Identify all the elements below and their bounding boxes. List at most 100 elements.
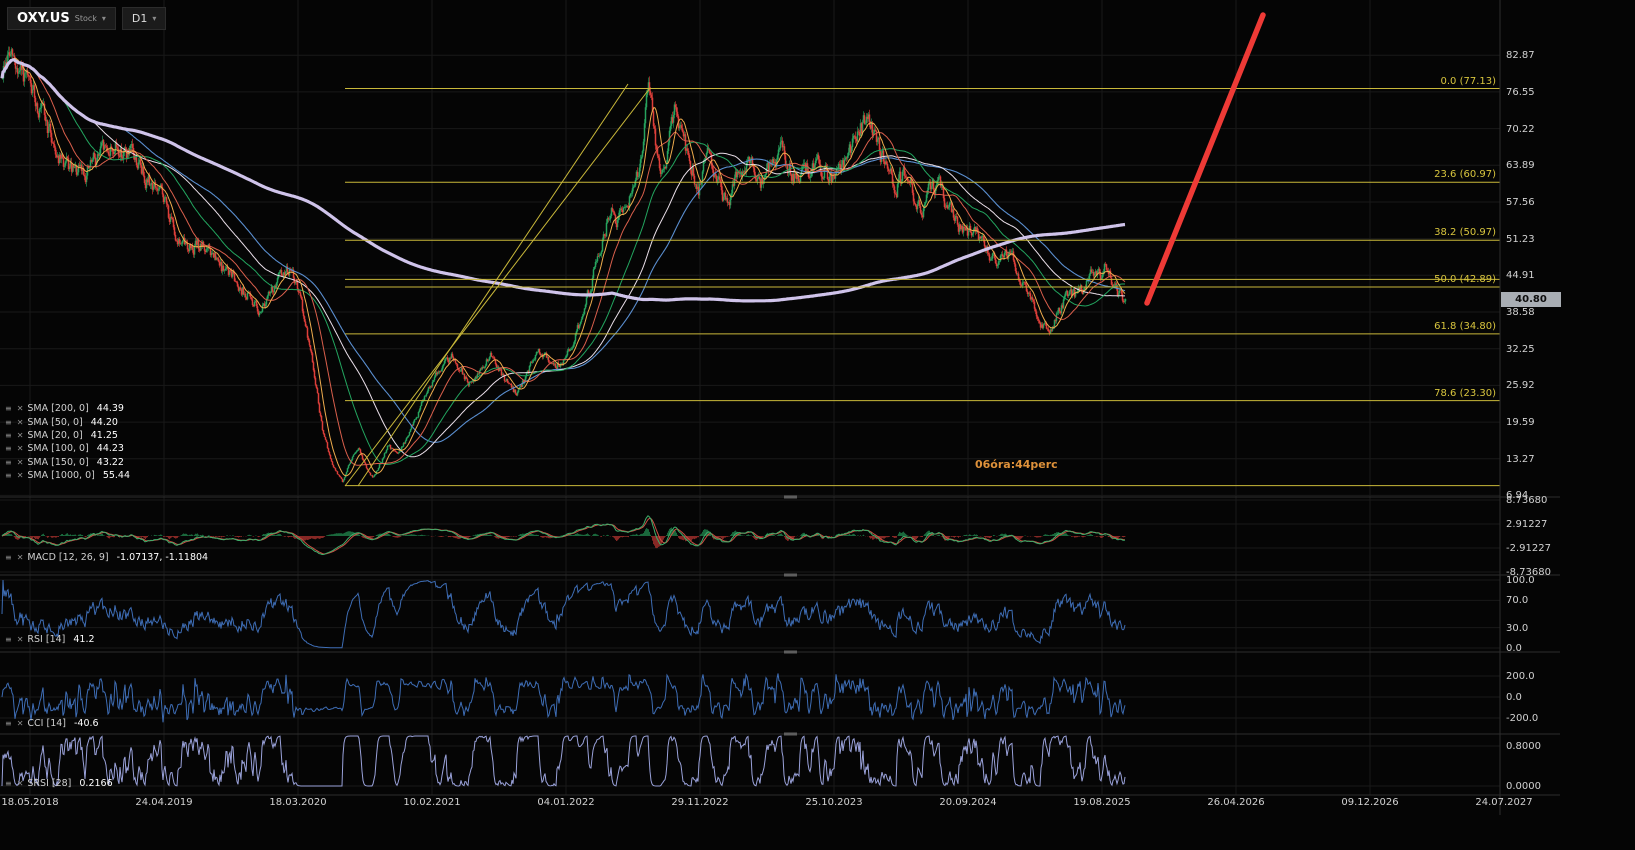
rsi-axis-label: 0.0 xyxy=(1506,643,1522,654)
legend-settings-icon[interactable]: ≡ xyxy=(5,719,12,729)
macd-legend: ≡ ✕ MACD [12, 26, 9] -1.07137, -1.11804 xyxy=(4,551,208,564)
legend-close-icon[interactable]: ✕ xyxy=(16,457,24,467)
date-axis-label: 10.02.2021 xyxy=(403,797,461,808)
pane-resize-handle[interactable] xyxy=(784,650,797,654)
date-axis-label: 26.04.2026 xyxy=(1207,797,1265,808)
fibonacci-level-label: 0.0 (77.13) xyxy=(1440,75,1496,87)
macd-axis-label: -8.73680 xyxy=(1506,567,1551,578)
legend-settings-icon[interactable]: ≡ xyxy=(5,553,12,563)
legend-close-icon[interactable]: ✕ xyxy=(16,635,24,645)
sma-legend-row: ≡ ✕ SMA [150, 0] 43.22 xyxy=(4,456,130,469)
price-axis-label: 63.89 xyxy=(1506,160,1535,172)
rsi-legend-row: ≡ ✕ RSI [14] 41.2 xyxy=(4,633,95,646)
candlesticks xyxy=(1,46,1127,483)
legend-settings-icon[interactable]: ≡ xyxy=(5,430,12,440)
sma-line-100 xyxy=(1,59,1125,465)
price-axis-label: 25.92 xyxy=(1506,380,1535,392)
sma-line-20 xyxy=(1,57,1126,477)
legend-value: 44.23 xyxy=(96,443,124,455)
legend-settings-icon[interactable]: ≡ xyxy=(5,471,12,481)
srsi-legend: ≡ ✕ SRSI [28] 0.2166 xyxy=(4,777,113,790)
price-axis-label: 57.56 xyxy=(1506,196,1535,208)
legend-label: SMA [1000, 0] xyxy=(27,470,95,482)
legend-settings-icon[interactable]: ≡ xyxy=(5,779,12,789)
legend-close-icon[interactable]: ✕ xyxy=(16,417,24,427)
macd-axis-label: -2.91227 xyxy=(1506,543,1551,554)
price-axis-label: 13.27 xyxy=(1506,453,1535,465)
sma-legend-row: ≡ ✕ SMA [100, 0] 44.23 xyxy=(4,442,130,455)
legend-value: 44.20 xyxy=(90,416,118,428)
price-axis-label: 32.25 xyxy=(1506,343,1535,355)
macd-line xyxy=(1,515,1126,555)
legend-label: SMA [200, 0] xyxy=(27,403,89,415)
yellow-trendline[interactable] xyxy=(344,87,651,487)
yellow-trendline[interactable] xyxy=(357,83,629,487)
legend-close-icon[interactable]: ✕ xyxy=(16,430,24,440)
legend-value: 41.25 xyxy=(90,429,118,441)
price-axis-label: 76.55 xyxy=(1506,86,1535,98)
pane-resize-handle[interactable] xyxy=(784,495,797,499)
macd-axis-label: 2.91227 xyxy=(1506,518,1548,530)
cci-axis-label: -200.0 xyxy=(1506,713,1539,724)
legend-value: 55.44 xyxy=(102,470,131,482)
cci-axis-label: 200.0 xyxy=(1506,671,1535,682)
legend-value: 41.2 xyxy=(73,634,95,646)
chart-annotation: 06óra:44perc xyxy=(975,458,1058,471)
fibonacci-level-label: 50.0 (42.89) xyxy=(1434,274,1496,285)
cci-legend-row: ≡ ✕ CCI [14] -40.6 xyxy=(4,717,99,730)
chevron-down-icon: ▾ xyxy=(101,14,106,23)
legend-label: CCI [14] xyxy=(27,718,66,730)
price-axis-label: 6.94 xyxy=(1506,490,1529,502)
pane-resize-handle[interactable] xyxy=(784,732,797,736)
legend-close-icon[interactable]: ✕ xyxy=(16,444,24,454)
timeframe-label: D1 xyxy=(131,12,148,25)
legend-settings-icon[interactable]: ≡ xyxy=(5,444,12,454)
date-axis-label: 04.01.2022 xyxy=(537,797,595,808)
pane-resize-handle[interactable] xyxy=(784,573,797,577)
legend-close-icon[interactable]: ✕ xyxy=(16,719,24,729)
sma-line-50 xyxy=(1,59,1126,466)
macd-histogram-up xyxy=(3,527,1107,536)
symbol-selector[interactable]: OXY.US Stock ▾ xyxy=(7,7,116,30)
legend-value: 0.2166 xyxy=(79,778,113,790)
date-axis-label: 09.12.2026 xyxy=(1341,797,1399,808)
fibonacci-level-label: 61.8 (34.80) xyxy=(1434,320,1496,332)
legend-value: 43.22 xyxy=(96,456,124,468)
fibonacci-level-label: 78.6 (23.30) xyxy=(1434,387,1496,399)
grid xyxy=(0,0,1500,795)
legend-settings-icon[interactable]: ≡ xyxy=(5,635,12,645)
legend-close-icon[interactable]: ✕ xyxy=(16,404,24,414)
symbol-name: OXY.US xyxy=(17,11,70,26)
legend-close-icon[interactable]: ✕ xyxy=(16,779,24,789)
red-projection-trendline[interactable] xyxy=(1144,12,1266,306)
fibonacci-lines[interactable] xyxy=(344,83,1500,487)
sma-legend-row: ≡ ✕ SMA [1000, 0] 55.44 xyxy=(4,469,130,482)
sma-line-150 xyxy=(1,59,1125,458)
legend-value: -40.6 xyxy=(74,718,99,730)
price-axis-label: 51.23 xyxy=(1506,233,1535,245)
legend-value: -1.07137, -1.11804 xyxy=(116,552,209,564)
rsi-line xyxy=(1,579,1126,649)
macd-signal-line xyxy=(1,517,1125,555)
price-axis-label: 44.91 xyxy=(1506,270,1535,282)
fibonacci-level-label: 23.6 (60.97) xyxy=(1434,169,1496,181)
legend-label: MACD [12, 26, 9] xyxy=(27,552,109,564)
sma-legend-row: ≡ ✕ SMA [20, 0] 41.25 xyxy=(4,429,130,442)
instrument-type: Stock xyxy=(74,14,97,23)
chevron-down-icon: ▾ xyxy=(152,14,157,23)
legend-settings-icon[interactable]: ≡ xyxy=(5,417,12,427)
date-axis-label: 24.07.2027 xyxy=(1475,797,1533,808)
legend-value: 44.39 xyxy=(96,403,124,415)
timeframe-selector[interactable]: D1 ▾ xyxy=(121,7,167,30)
legend-settings-icon[interactable]: ≡ xyxy=(5,404,12,414)
date-axis-label: 19.08.2025 xyxy=(1073,797,1131,808)
date-axis-label: 18.05.2018 xyxy=(1,797,59,808)
legend-settings-icon[interactable]: ≡ xyxy=(5,457,12,467)
sma-legend-row: ≡ ✕ SMA [200, 0] 44.39 xyxy=(4,402,130,415)
legend-close-icon[interactable]: ✕ xyxy=(16,471,24,481)
current-price-tag: 40.80 xyxy=(1501,292,1561,307)
date-axis-label: 24.04.2019 xyxy=(135,797,193,808)
legend-close-icon[interactable]: ✕ xyxy=(16,553,24,563)
